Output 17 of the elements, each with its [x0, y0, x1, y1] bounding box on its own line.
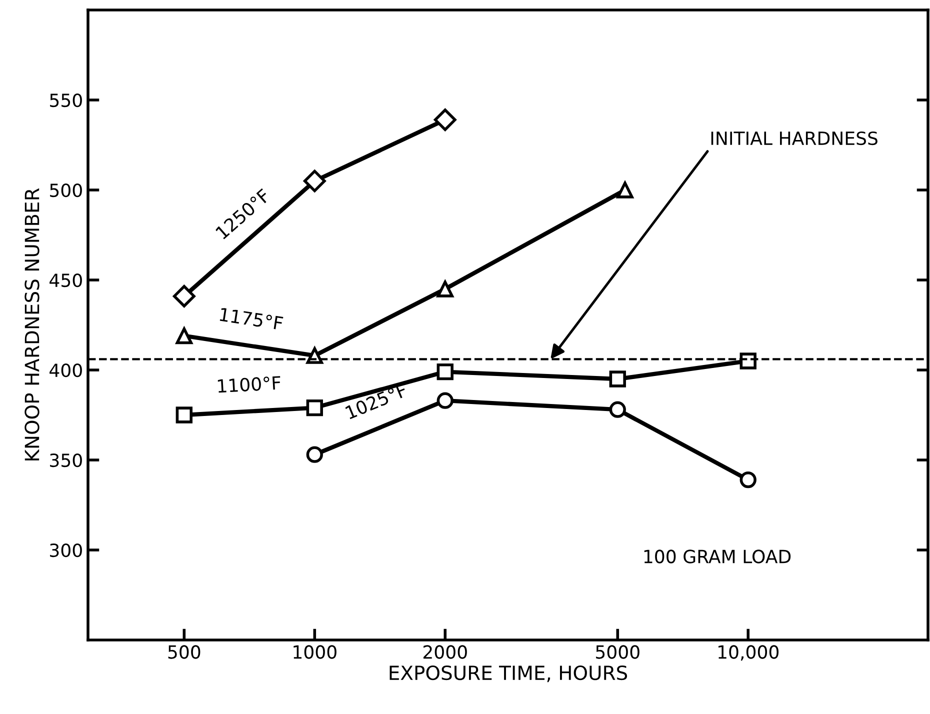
x-axis-title: EXPOSURE TIME, HOURS: [390, 665, 628, 682]
x-tick-label: 500: [168, 645, 200, 659]
x-tick-label: 10,000: [718, 645, 779, 661]
text: 1175°F: [220, 307, 284, 330]
y-tick-label: 400: [50, 363, 82, 378]
annotation: 100 GRAM LOAD: [644, 550, 791, 564]
y-tick-label: 450: [50, 273, 82, 288]
y-tick-label: 500: [50, 183, 82, 198]
y-tick-label: 550: [50, 93, 82, 108]
series-label: 1100°F: [218, 376, 281, 393]
y-tick-label: 350: [50, 453, 82, 468]
x-tick-label: 2000: [423, 645, 467, 659]
x-tick-label: 5000: [596, 645, 640, 659]
y-axis-title: KNOOP HARDNESS NUMBER: [24, 188, 40, 460]
x-tick-label: 1000: [294, 645, 336, 659]
y-tick-label: 300: [50, 543, 82, 558]
annotation: INITIAL HARDNESS: [711, 131, 878, 146]
